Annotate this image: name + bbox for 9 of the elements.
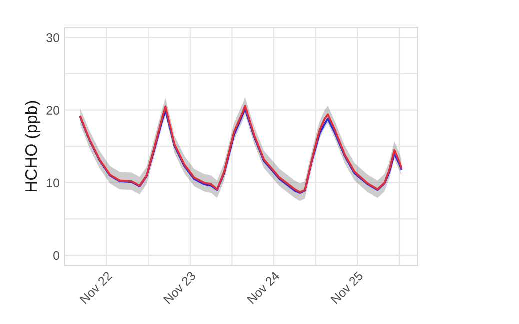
x-tick-label: Nov 22 [80, 271, 113, 304]
y-axis-title: HCHO (ppb) [25, 101, 41, 192]
y-tick-label: 0 [54, 251, 60, 260]
x-tick-label: Nov 24 [246, 271, 280, 304]
y-tick-label: 10 [47, 178, 60, 188]
x-tick-label: Nov 23 [163, 271, 196, 304]
x-tick-label: Nov 25 [330, 271, 364, 304]
y-tick-label: 20 [46, 106, 60, 115]
y-tick-label: 30 [46, 34, 60, 42]
